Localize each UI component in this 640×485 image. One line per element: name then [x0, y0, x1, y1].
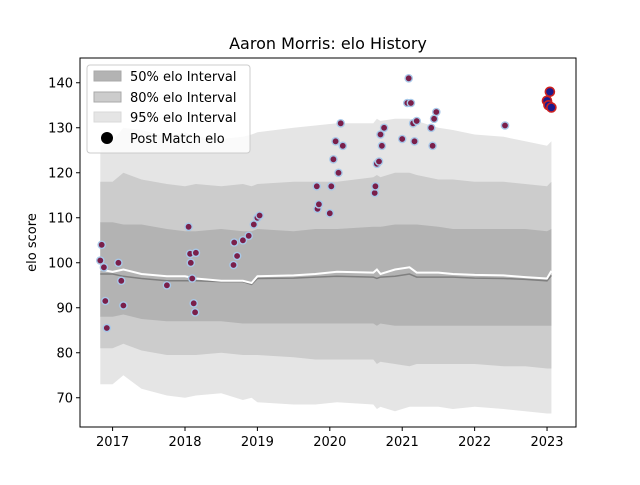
- y-tick-label: 80: [56, 346, 73, 361]
- post-match-point: [96, 256, 105, 265]
- post-match-point: [329, 154, 338, 164]
- post-match-point: [374, 157, 384, 166]
- post-match-point: [162, 280, 172, 290]
- post-match-point: [186, 258, 196, 268]
- mean-elo-line: [100, 273, 552, 286]
- y-axis-ticks: 70 80 90 100 110 120 130 140: [48, 76, 80, 406]
- post-match-point: [102, 323, 112, 333]
- x-tick-label: 2022: [458, 435, 491, 450]
- post-match-point: [404, 74, 414, 83]
- chart-title: Aaron Morris: elo History: [229, 34, 427, 53]
- post-match-point: [189, 298, 198, 308]
- post-match-point: [377, 141, 387, 151]
- post-match-point: [191, 248, 201, 258]
- post-match-point: [546, 102, 557, 113]
- post-match-point: [314, 199, 324, 209]
- plot-frame: [79, 57, 577, 428]
- y-tick-label: 110: [48, 211, 73, 226]
- post-match-point: [500, 121, 510, 130]
- x-tick-label: 2017: [96, 435, 129, 450]
- legend-label-post-match: Post Match elo: [130, 132, 225, 147]
- y-axis-title: elo score: [25, 213, 40, 272]
- x-tick-label: 2020: [313, 435, 346, 450]
- legend-swatch-80: [93, 91, 122, 103]
- x-tick-label: 2021: [386, 435, 419, 450]
- median-elo-line: [100, 266, 553, 285]
- post-match-point: [97, 240, 106, 250]
- post-match-point: [190, 307, 200, 317]
- trend-lines: [100, 266, 553, 286]
- x-axis-ticks: 2017 2018 2019 2020 2021 2022 2023: [96, 427, 564, 450]
- post-match-point: [312, 181, 322, 191]
- post-match-point: [428, 141, 437, 151]
- y-tick-label: 70: [56, 391, 73, 406]
- y-tick-label: 90: [56, 301, 73, 316]
- y-tick-label: 100: [48, 256, 73, 271]
- post-match-point: [255, 211, 264, 220]
- post-match-point: [244, 231, 253, 241]
- post-match-point: [229, 238, 239, 247]
- legend-swatch-95: [93, 111, 122, 123]
- post-match-point: [119, 301, 128, 310]
- legend-label-95: 95% elo Interval: [130, 111, 237, 126]
- post-match-point: [379, 123, 389, 133]
- post-match-point: [338, 141, 348, 151]
- y-tick-label: 130: [48, 121, 73, 136]
- post-match-point: [249, 220, 259, 229]
- post-match-point: [114, 258, 123, 268]
- post-match-point: [336, 119, 346, 128]
- legend-marker-post-match: [101, 132, 113, 144]
- post-match-points: [96, 74, 557, 333]
- post-match-point: [431, 107, 441, 117]
- band-50: [100, 222, 552, 326]
- post-match-point: [101, 296, 110, 306]
- post-match-point: [371, 181, 380, 191]
- x-tick-label: 2019: [241, 435, 274, 450]
- legend-label-50: 50% elo Interval: [130, 70, 237, 85]
- x-tick-label: 2023: [530, 435, 563, 450]
- post-match-point: [376, 130, 385, 139]
- post-match-point: [184, 222, 193, 232]
- post-match-point: [325, 208, 335, 218]
- post-match-point: [426, 123, 436, 133]
- post-match-point: [331, 136, 340, 146]
- x-tick-label: 2018: [168, 435, 201, 450]
- post-match-point: [187, 274, 197, 283]
- post-match-point: [334, 168, 343, 178]
- post-match-point: [544, 86, 556, 98]
- post-match-point: [99, 262, 109, 272]
- post-match-point: [410, 136, 419, 146]
- post-match-point: [397, 134, 407, 144]
- post-match-point: [326, 181, 336, 191]
- y-tick-label: 140: [48, 76, 73, 91]
- post-match-point: [229, 260, 238, 270]
- post-match-point: [117, 276, 126, 286]
- legend: 50% elo Interval 80% elo Interval 95% el…: [86, 64, 251, 154]
- post-match-point: [406, 98, 416, 108]
- legend-label-80: 80% elo Interval: [130, 91, 237, 106]
- y-tick-label: 120: [48, 166, 73, 181]
- post-match-point: [238, 235, 248, 245]
- post-match-point: [232, 251, 242, 261]
- legend-frame: [86, 64, 251, 154]
- interval-bands: [100, 118, 552, 414]
- post-match-point: [412, 116, 422, 126]
- legend-swatch-50: [93, 70, 122, 82]
